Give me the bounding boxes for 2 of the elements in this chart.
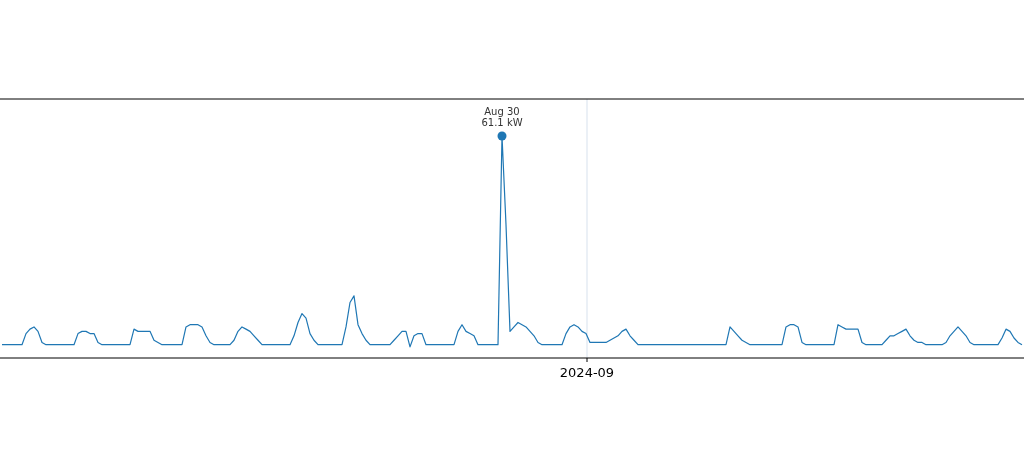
text: 2024-09 [559,365,615,380]
text: Aug 30 61.1 kW [481,106,523,128]
